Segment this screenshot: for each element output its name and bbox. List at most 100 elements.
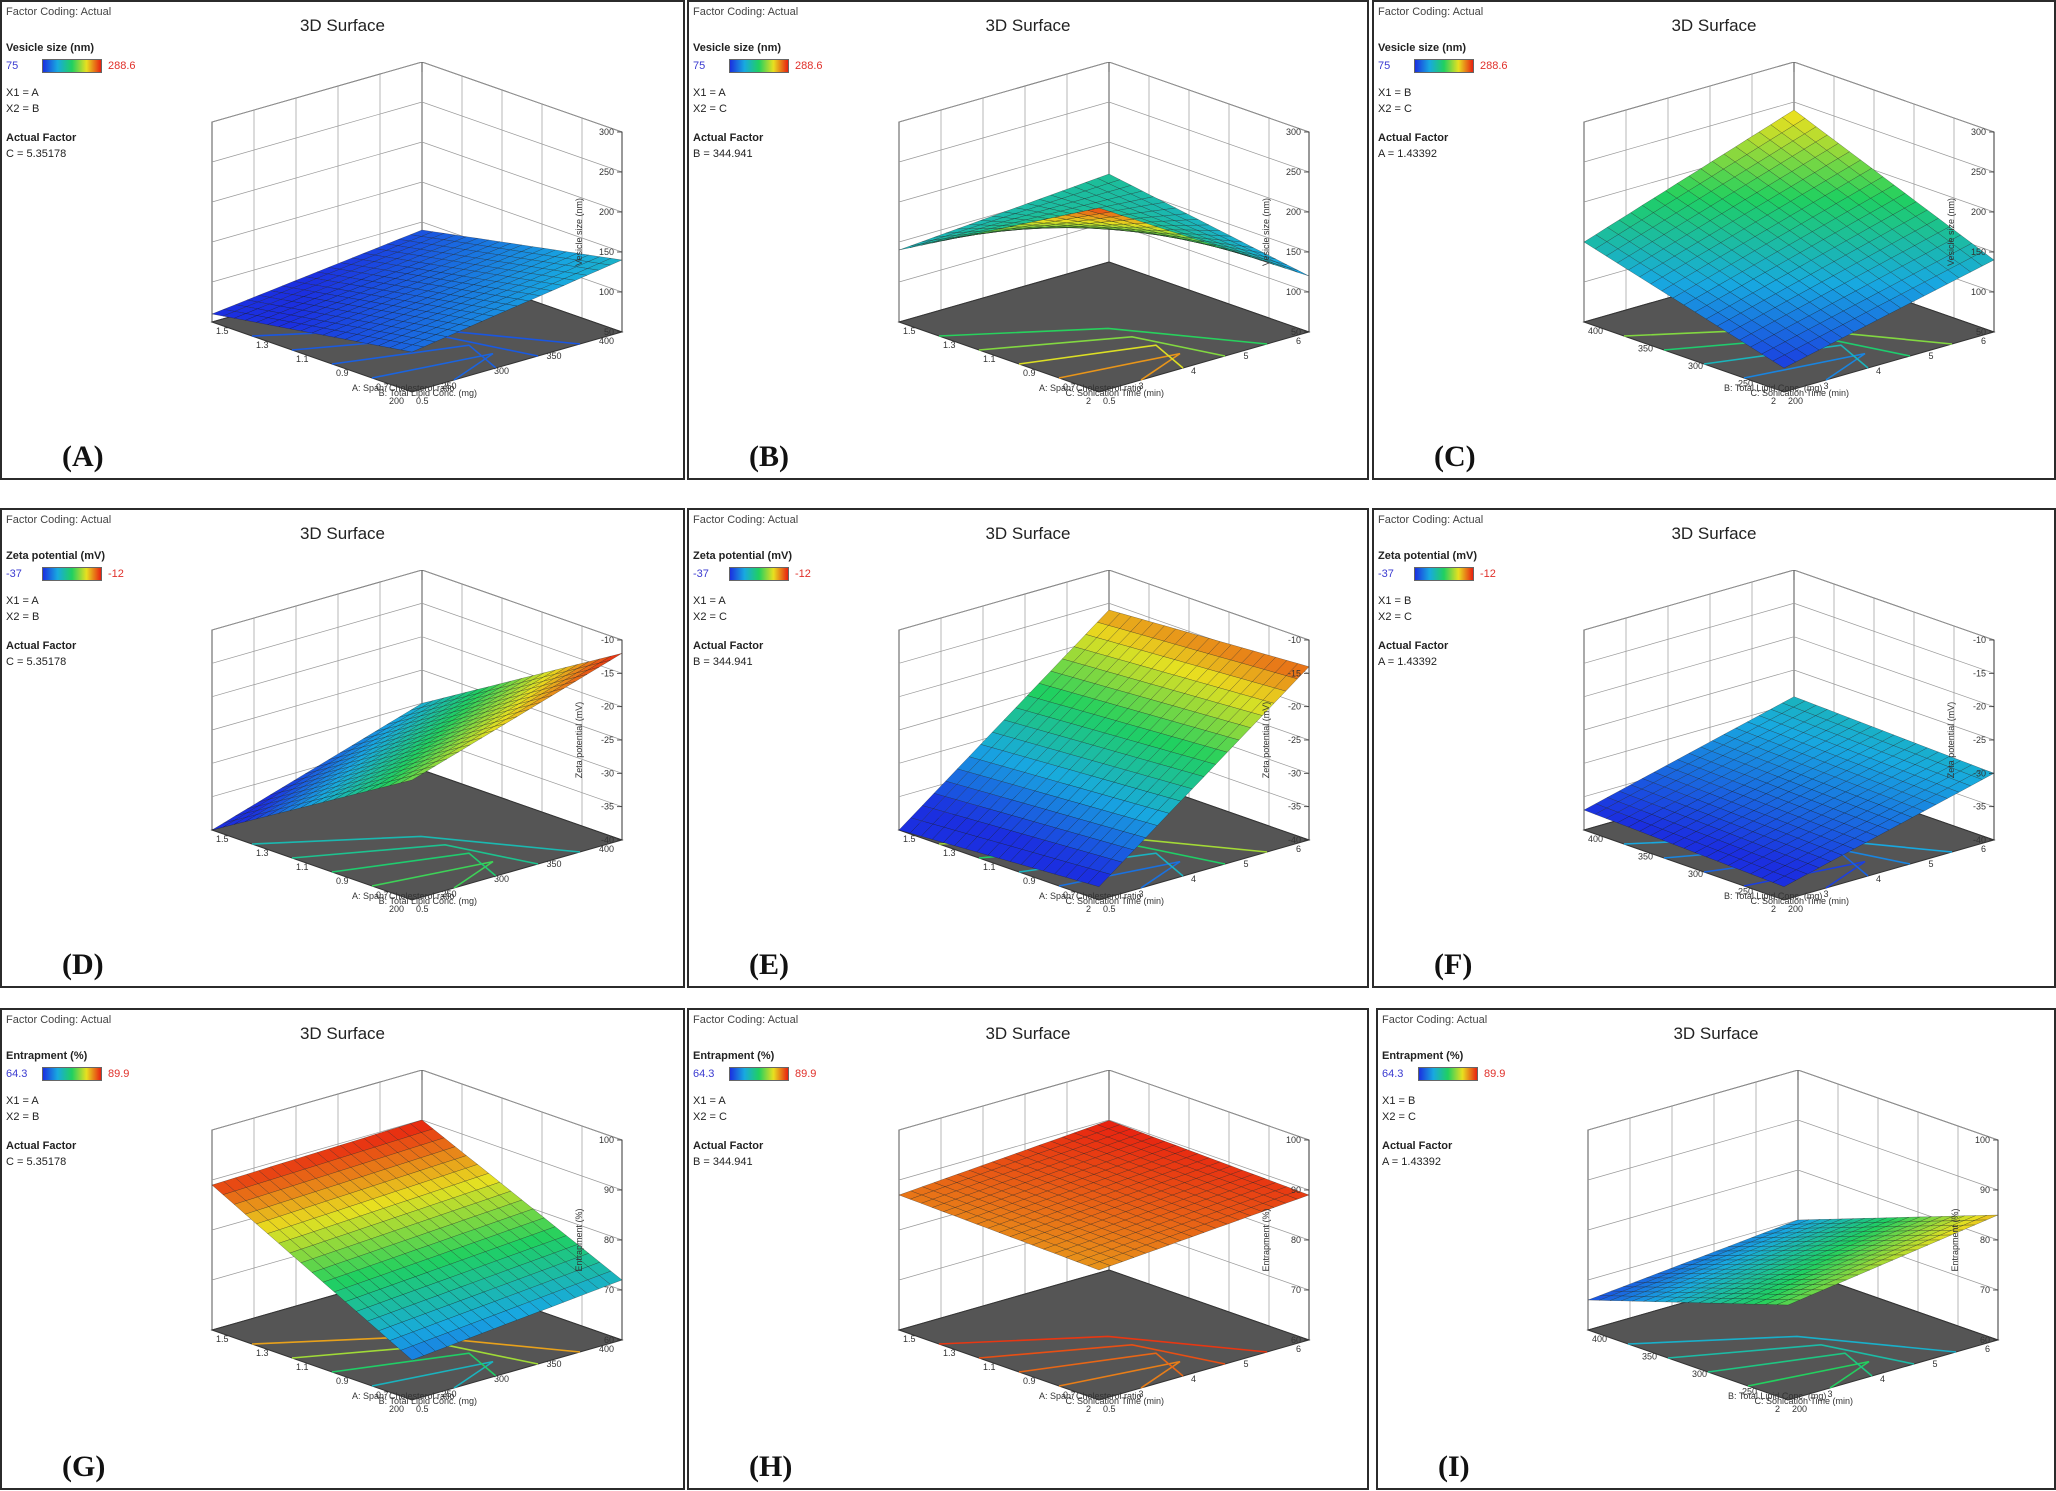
panel-title: 3D Surface <box>1671 524 1757 543</box>
axis-tick-label: 1.5 <box>216 834 229 844</box>
axis-tick-label: 200 <box>1792 1404 1807 1414</box>
surface-cell <box>1776 1299 1800 1306</box>
z-tick-label: 100 <box>599 1135 614 1145</box>
axis-tick-label: 250 <box>441 381 456 391</box>
actual-factor-value: C = 5.35178 <box>6 1156 67 1168</box>
surface-plot: -40 -35 -30 -25 -20 -15 -10 Zeta potential (mV)… <box>897 570 1311 914</box>
axis-tick-label: 300 <box>494 366 509 376</box>
z-gridline <box>211 669 623 741</box>
colorbar-max: 288.6 <box>108 59 136 72</box>
x1-assignment: X1 = B <box>1382 1094 1416 1107</box>
factor-axis-1: 200 250 300 350 400 B: Total Lipid Conc. (mg) <box>1588 834 1822 914</box>
colorbar-gradient <box>729 1066 789 1081</box>
z-tick-label: 100 <box>599 287 614 297</box>
axis-tick-label: 6 <box>1981 844 1986 854</box>
design-point-flag: 89.8675 <box>421 1070 423 1080</box>
response-name: Vesicle size (nm) <box>693 42 782 54</box>
z-gridline <box>211 62 623 133</box>
axis-title: B: Total Lipid Conc. (mg) <box>379 1396 477 1406</box>
axis-tick-label: 0.9 <box>1023 876 1036 886</box>
surface-panel-i: Factor Coding: Actual 3D Surface Entrapm… <box>1376 1008 2056 1490</box>
z-tick-label: -25 <box>601 735 614 745</box>
z-axis-title: Entrapment (%) <box>1261 1208 1271 1271</box>
z-gridline <box>898 62 1310 133</box>
z-tick-label: 300 <box>599 127 614 137</box>
z-tick-label: 100 <box>1286 1135 1301 1145</box>
z-tick-label: -20 <box>601 702 614 712</box>
floor-plane <box>897 1269 1311 1401</box>
surface-panel-a: Factor Coding: Actual 3D Surface Vesicle… <box>0 0 685 480</box>
z-axis: -40 -35 -30 -25 -20 -15 -10 Zeta potential (mV) <box>574 635 623 845</box>
axis-tick-label: 5 <box>1928 859 1933 869</box>
axis-title: B: Total Lipid Conc. (mg) <box>1728 1391 1826 1401</box>
axis-tick-label: 1.5 <box>903 1334 916 1344</box>
contour-line <box>1058 1360 1181 1389</box>
x2-assignment: X2 = C <box>693 1111 727 1123</box>
z-tick-label: -10 <box>1973 635 1986 645</box>
actual-factor-title: Actual Factor <box>6 1139 77 1152</box>
axis-tick-label: 0.7 <box>376 382 389 392</box>
response-name: Entrapment (%) <box>6 1050 88 1062</box>
colorbar-max: -12 <box>108 567 124 580</box>
colorbar-min: 64.3 <box>1382 1067 1404 1080</box>
z-gridline <box>1583 570 1995 641</box>
axis-tick-label: 0.9 <box>1023 1376 1036 1386</box>
axis-tick-label: 350 <box>1638 852 1653 862</box>
axis-tick-label: 4 <box>1191 366 1196 376</box>
actual-factor-value: B = 344.941 <box>693 656 753 668</box>
response-name: Zeta potential (mV) <box>6 550 106 562</box>
axis-tick-label: 250 <box>441 889 456 899</box>
z-tick-label: -10 <box>601 635 614 645</box>
axis-tick-label: 0.9 <box>336 368 349 378</box>
surface-plot: 60 70 80 90 100 Entrapment (%) 0.5 0.7 0.9 1.1 1.3… <box>897 1070 1311 1414</box>
axis-tick-label: 250 <box>1742 1387 1757 1397</box>
z-tick-label: 250 <box>599 167 614 177</box>
contour-line <box>331 852 497 877</box>
factor-coding: Factor Coding: Actual <box>6 6 112 18</box>
x2-assignment: X2 = B <box>6 1111 40 1123</box>
z-tick-label: 100 <box>1971 287 1986 297</box>
axis-tick-label: 1.3 <box>256 340 269 350</box>
z-gridline <box>898 570 1310 641</box>
panel-label: (I) <box>1438 1450 1470 1483</box>
legend: Entrapment (%) 64.3 89.9 X1 = B X2 = C Ac… <box>1382 1048 1505 1171</box>
x1-assignment: X1 = A <box>6 1094 39 1107</box>
z-gridline <box>1583 101 1995 173</box>
surface-plot: 50 100 150 200 250 300 Vesicle size (nm) 0.5 0.7… <box>210 62 624 406</box>
axis-tick-label: 200 <box>1788 396 1803 406</box>
factor-axis-1: 0.5 0.7 0.9 1.1 1.3 1.5 A: Span: Cholesterol r… <box>903 1334 1142 1414</box>
z-axis: -40 -35 -30 -25 -20 -15 -10 Zeta potential (mV) <box>1946 635 1995 845</box>
axis-title: A: Span: Cholesterol ratio <box>1039 383 1142 393</box>
contour-line <box>978 335 1226 357</box>
actual-factor-title: Actual Factor <box>693 131 764 144</box>
z-tick-label: -40 <box>601 835 614 845</box>
axis-tick-label: 300 <box>494 1374 509 1384</box>
axis-tick-label: 0.9 <box>336 1376 349 1386</box>
axis-tick-label: 3 <box>1827 1389 1832 1399</box>
surface-mesh <box>211 229 623 353</box>
surface-cell <box>1772 875 1796 887</box>
axis-tick-label: 0.7 <box>376 890 389 900</box>
surface-mesh <box>898 173 1310 277</box>
z-gridline <box>211 181 623 253</box>
x2-assignment: X2 = B <box>6 103 40 115</box>
factor-coding: Factor Coding: Actual <box>1382 1014 1488 1026</box>
axis-tick-label: 1.3 <box>256 1348 269 1358</box>
axis-tick-label: 1.1 <box>296 354 309 364</box>
axis-tick-label: 1.3 <box>256 848 269 858</box>
colorbar-min: -37 <box>693 567 709 580</box>
axis-tick-label: 250 <box>441 1389 456 1399</box>
axis-tick-label: 6 <box>1985 1344 1990 1354</box>
z-gridline <box>898 1070 1310 1141</box>
axis-tick-label: 250 <box>1738 887 1753 897</box>
z-tick-label: 60 <box>604 1335 614 1345</box>
x2-assignment: X2 = C <box>693 103 727 115</box>
contour-line <box>978 1343 1226 1365</box>
z-axis-title: Entrapment (%) <box>1950 1208 1960 1271</box>
z-tick-label: 250 <box>1286 167 1301 177</box>
z-tick-label: -15 <box>1973 668 1986 678</box>
x2-assignment: X2 = C <box>1378 611 1412 623</box>
axis-tick-label: 350 <box>546 859 561 869</box>
z-tick-label: 50 <box>604 327 614 337</box>
factor-coding: Factor Coding: Actual <box>693 1014 799 1026</box>
